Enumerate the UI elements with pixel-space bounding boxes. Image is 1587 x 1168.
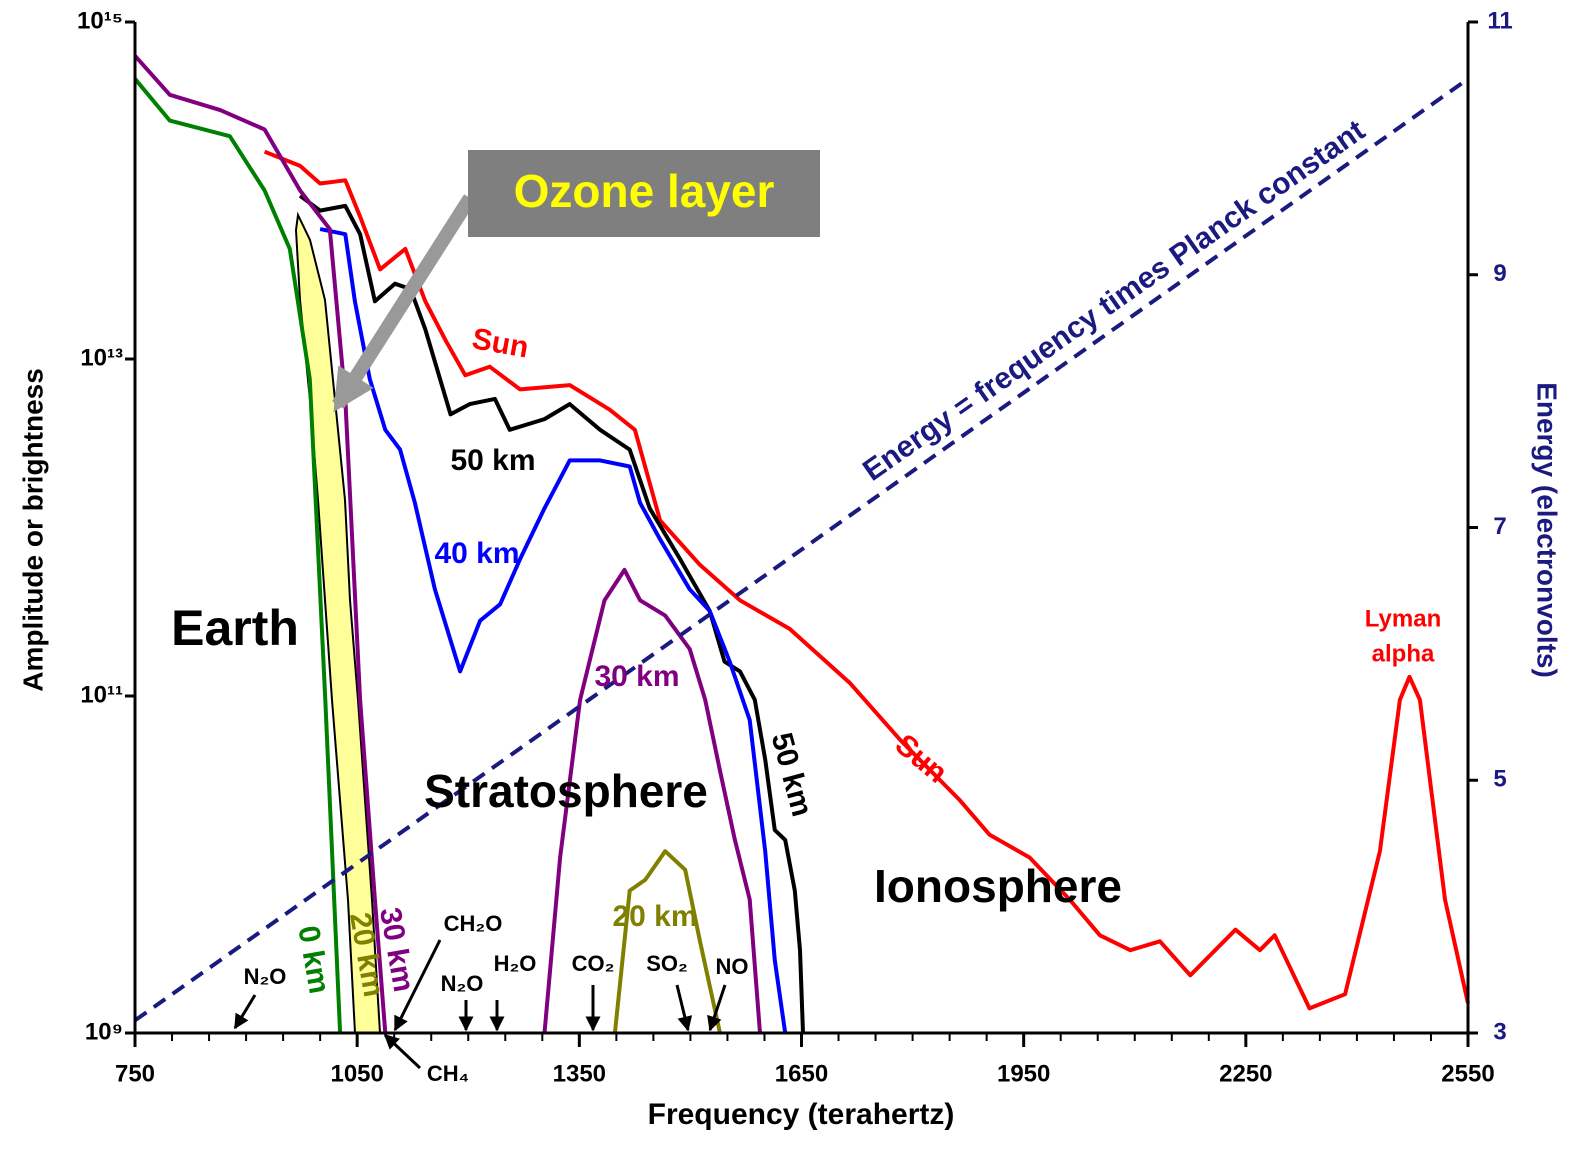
x-tick-label: 2550 — [1441, 1060, 1494, 1087]
y2-tick-label: 5 — [1493, 766, 1506, 793]
ozone-arrow — [332, 194, 476, 413]
series-label: 20 km — [612, 900, 697, 933]
y2-tick-label: 11 — [1487, 7, 1512, 34]
y-tick-label: 10¹³ — [80, 344, 123, 371]
annotation: Stratosphere — [424, 765, 708, 817]
annotation: N₂O — [244, 964, 287, 989]
y2-tick-label: 9 — [1493, 260, 1506, 287]
spectrum-line — [133, 77, 343, 1034]
annotation: Ionosphere — [874, 860, 1122, 912]
spectrum-line — [263, 149, 1470, 1011]
annotation: Lyman — [1365, 605, 1441, 632]
annotation: NO — [716, 954, 749, 979]
x-tick-label: 2250 — [1219, 1060, 1272, 1087]
x-tick-label: 750 — [115, 1060, 155, 1087]
ozone-label-box — [468, 150, 820, 237]
x-tick-label: 1350 — [553, 1060, 606, 1087]
spectrum-line — [319, 227, 788, 1034]
annotation: CH₄ — [427, 1061, 469, 1086]
annotation-arrow — [675, 984, 693, 1032]
x-tick-label: 1650 — [775, 1060, 828, 1087]
x-tick-label: 1950 — [997, 1060, 1050, 1087]
annotation-arrow — [383, 1033, 422, 1070]
x-axis-title: Frequency (terahertz) — [648, 1098, 955, 1131]
annotation: alpha — [1372, 640, 1435, 667]
annotation-arrow — [233, 994, 257, 1030]
annotation: Ozone layer — [514, 165, 775, 217]
annotation-arrow — [707, 984, 727, 1032]
series-label: Sun — [470, 322, 532, 364]
annotation: CO₂ — [572, 951, 615, 976]
series-label: 30 km — [594, 660, 679, 693]
y-axis-title: Amplitude or brightness — [17, 368, 48, 692]
spectrum-line — [612, 849, 722, 1034]
y2-tick-label: 3 — [1493, 1018, 1506, 1045]
y-tick-label: 10¹⁵ — [77, 7, 123, 34]
annotation: H₂O — [494, 951, 537, 976]
series-label: 0 km — [291, 923, 335, 996]
annotation: N₂O — [441, 971, 484, 996]
y-tick-label: 10⁹ — [85, 1018, 123, 1045]
annotation-arrow — [393, 939, 442, 1032]
annotation: CH₂O — [444, 911, 503, 936]
spectrum-line — [298, 194, 805, 1034]
energy-line — [133, 77, 1470, 1023]
annotation: Earth — [171, 600, 299, 656]
series-label: Energy = frequency times Planck constant — [857, 114, 1371, 488]
annotation: SO₂ — [646, 951, 688, 976]
y2-axis-title: Energy (electronvolts) — [1532, 382, 1563, 678]
series-label: 40 km — [434, 537, 519, 570]
y-tick-label: 10¹¹ — [80, 681, 123, 708]
y2-tick-label: 7 — [1493, 513, 1506, 540]
series-label: 50 km — [450, 444, 535, 477]
spectrum-line — [133, 54, 762, 1034]
x-tick-label: 1050 — [330, 1060, 383, 1087]
